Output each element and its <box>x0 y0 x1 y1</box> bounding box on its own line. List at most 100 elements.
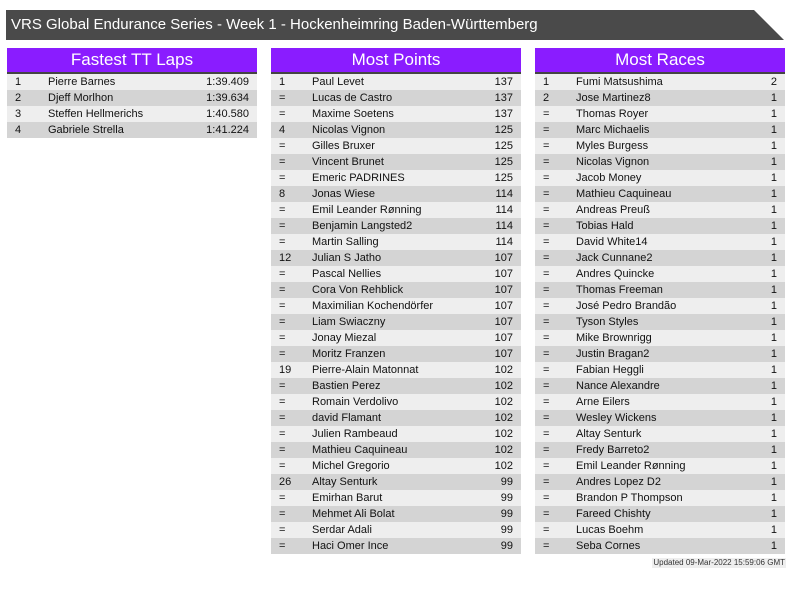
value-cell: 1 <box>770 540 777 552</box>
value-cell: 1 <box>770 252 777 264</box>
driver-name-cell: Jonay Miezal <box>312 332 377 344</box>
table-row: = Nicolas Vignon 1 <box>535 154 785 170</box>
driver-name-cell: Pascal Nellies <box>312 268 382 280</box>
rank-cell: = <box>543 252 550 264</box>
table-row: = Benjamin Langsted2 114 <box>271 218 521 234</box>
rank-cell: = <box>279 492 286 504</box>
driver-name-cell: Andreas Preuß <box>576 204 650 216</box>
rank-cell: = <box>543 396 550 408</box>
value-cell: 107 <box>494 252 513 264</box>
driver-name-cell: Myles Burgess <box>576 140 649 152</box>
rank-cell: 1 <box>543 76 550 88</box>
table-row: = Jacob Money 1 <box>535 170 785 186</box>
value-cell: 1 <box>770 492 777 504</box>
value-cell: 107 <box>494 268 513 280</box>
driver-name-cell: Andres Lopez D2 <box>576 476 661 488</box>
rank-cell: 2 <box>15 92 22 104</box>
table-row: = Vincent Brunet 125 <box>271 154 521 170</box>
table-row: = Tobias Hald 1 <box>535 218 785 234</box>
value-cell: 125 <box>494 124 513 136</box>
rank-cell: = <box>279 348 286 360</box>
table-row: = Cora Von Rehblick 107 <box>271 282 521 298</box>
rank-cell: = <box>543 300 550 312</box>
value-cell: 1 <box>770 140 777 152</box>
rank-cell: = <box>279 220 286 232</box>
driver-name-cell: Julian S Jatho <box>312 252 382 264</box>
table-row: = Nance Alexandre 1 <box>535 378 785 394</box>
driver-name-cell: Tyson Styles <box>576 316 639 328</box>
driver-name-cell: Altay Senturk <box>312 476 378 488</box>
table-row: = Haci Omer Ince 99 <box>271 538 521 554</box>
value-cell: 125 <box>494 172 513 184</box>
panel-header: Most Points <box>271 48 521 74</box>
table-row: = David White14 1 <box>535 234 785 250</box>
driver-name-cell: Emeric PADRINES <box>312 172 405 184</box>
value-cell: 99 <box>500 524 513 536</box>
value-cell: 99 <box>500 476 513 488</box>
table-row: = Andreas Preuß 1 <box>535 202 785 218</box>
table-row: = Serdar Adali 99 <box>271 522 521 538</box>
table-row: = Maximilian Kochendörfer 107 <box>271 298 521 314</box>
value-cell: 1 <box>770 156 777 168</box>
driver-name-cell: Romain Verdolivo <box>312 396 399 408</box>
value-cell: 1 <box>770 204 777 216</box>
driver-name-cell: Mathieu Caquineau <box>576 188 672 200</box>
rank-cell: = <box>279 236 286 248</box>
rank-cell: = <box>543 476 550 488</box>
rank-cell: = <box>279 396 286 408</box>
fastest-tt-laps-panel: Fastest TT Laps 1 Pierre Barnes 1:39.409 2 D… <box>7 48 257 138</box>
driver-name-cell: Andres Quincke <box>576 268 655 280</box>
driver-name-cell: Maxime Soetens <box>312 108 394 120</box>
value-cell: 107 <box>494 348 513 360</box>
value-cell: 1:39.634 <box>206 92 249 104</box>
table-row: = Pascal Nellies 107 <box>271 266 521 282</box>
value-cell: 125 <box>494 156 513 168</box>
value-cell: 1 <box>770 428 777 440</box>
driver-name-cell: Martin Salling <box>312 236 379 248</box>
rank-cell: = <box>543 524 550 536</box>
table-row: = Liam Swiaczny 107 <box>271 314 521 330</box>
driver-name-cell: Pierre Barnes <box>48 76 116 88</box>
value-cell: 1 <box>770 524 777 536</box>
rank-cell: = <box>279 460 286 472</box>
rank-cell: = <box>543 108 550 120</box>
rank-cell: 4 <box>279 124 286 136</box>
rank-cell: = <box>279 204 286 216</box>
table-row: = Justin Bragan2 1 <box>535 346 785 362</box>
driver-name-cell: Emil Leander Rønning <box>312 204 422 216</box>
rank-cell: = <box>543 316 550 328</box>
rank-cell: = <box>543 540 550 552</box>
driver-name-cell: Steffen Hellmerichs <box>48 108 144 120</box>
driver-name-cell: Fredy Barreto2 <box>576 444 650 456</box>
table-row: = Emil Leander Rønning 114 <box>271 202 521 218</box>
rank-cell: = <box>543 412 550 424</box>
table-row: = Arne Eilers 1 <box>535 394 785 410</box>
value-cell: 1 <box>770 508 777 520</box>
table-row: = Jonay Miezal 107 <box>271 330 521 346</box>
value-cell: 99 <box>500 540 513 552</box>
value-cell: 102 <box>494 396 513 408</box>
rank-cell: = <box>279 428 286 440</box>
value-cell: 1 <box>770 92 777 104</box>
rank-cell: = <box>279 284 286 296</box>
rank-cell: = <box>279 108 286 120</box>
table-row: = Gilles Bruxer 125 <box>271 138 521 154</box>
value-cell: 1 <box>770 348 777 360</box>
driver-name-cell: Pierre-Alain Matonnat <box>312 364 419 376</box>
table-row: = Mehmet Ali Bolat 99 <box>271 506 521 522</box>
table-row: = Romain Verdolivo 102 <box>271 394 521 410</box>
rank-cell: = <box>543 492 550 504</box>
table-row: = Mathieu Caquineau 102 <box>271 442 521 458</box>
driver-name-cell: José Pedro Brandão <box>576 300 677 312</box>
rank-cell: = <box>279 316 286 328</box>
rank-cell: 8 <box>279 188 286 200</box>
table-row: 1 Fumi Matsushima 2 <box>535 74 785 90</box>
value-cell: 1 <box>770 332 777 344</box>
rank-cell: = <box>543 172 550 184</box>
value-cell: 114 <box>495 188 513 200</box>
table-row: = Brandon P Thompson 1 <box>535 490 785 506</box>
table-row: = Bastien Perez 102 <box>271 378 521 394</box>
table-row: = Tyson Styles 1 <box>535 314 785 330</box>
table-row: = Michel Gregorio 102 <box>271 458 521 474</box>
table-row: 1 Paul Levet 137 <box>271 74 521 90</box>
